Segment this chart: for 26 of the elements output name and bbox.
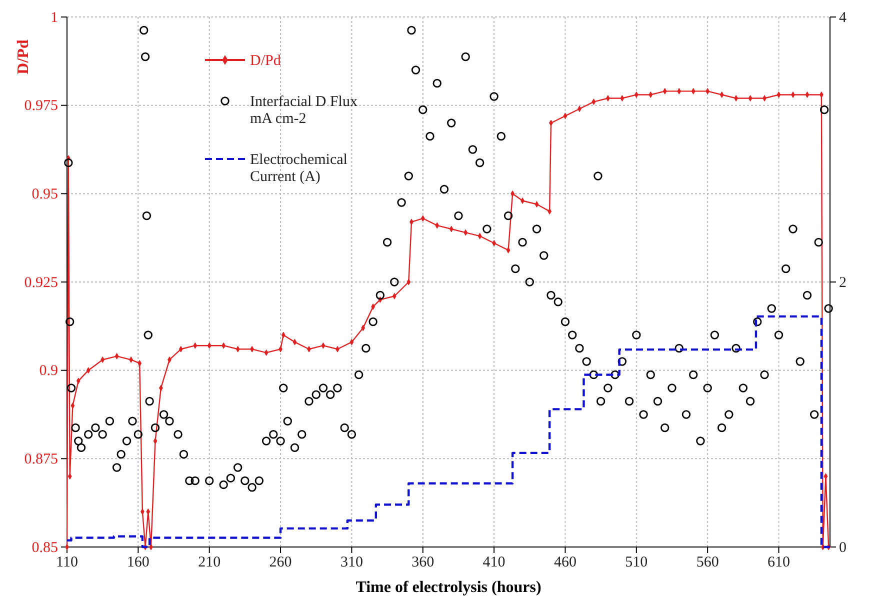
x-tick-label: 210 [198, 554, 221, 571]
y-tick-label: 0.85 [32, 540, 58, 556]
x-tick-label: 360 [412, 554, 434, 571]
x-tick-label: 610 [768, 554, 790, 571]
y2-tick-label: 2 [839, 274, 846, 291]
y-tick-label: 0.9 [39, 363, 58, 380]
y-axis-title: D/Pd [15, 40, 32, 74]
y-tick-label: 0.95 [32, 186, 58, 202]
legend-label: Interfacial D Flux mA cm-2 [250, 94, 358, 127]
y-tick-label: 0.925 [24, 274, 58, 291]
x-axis-title: Time of electrolysis (hours) [356, 579, 542, 596]
y-tick-label: 0.975 [24, 98, 58, 114]
x-tick-label: 310 [340, 554, 363, 571]
x-tick-label: 560 [696, 554, 719, 571]
legend-label: Electrochemical Current (A) [250, 152, 348, 185]
y2-tick-label: 0 [839, 540, 846, 556]
legend-label: D/Pd [250, 53, 282, 69]
y-tick-label: 1 [50, 10, 58, 26]
x-tick-label: 160 [126, 554, 150, 571]
y2-tick-label: 4 [839, 10, 847, 26]
x-tick-label: 410 [482, 554, 506, 571]
x-tick-label: 460 [554, 554, 576, 571]
y-tick-label: 0.875 [24, 451, 58, 468]
x-tick-label: 110 [56, 554, 78, 571]
x-tick-label: 510 [625, 554, 648, 571]
x-tick-label: 260 [269, 554, 292, 571]
